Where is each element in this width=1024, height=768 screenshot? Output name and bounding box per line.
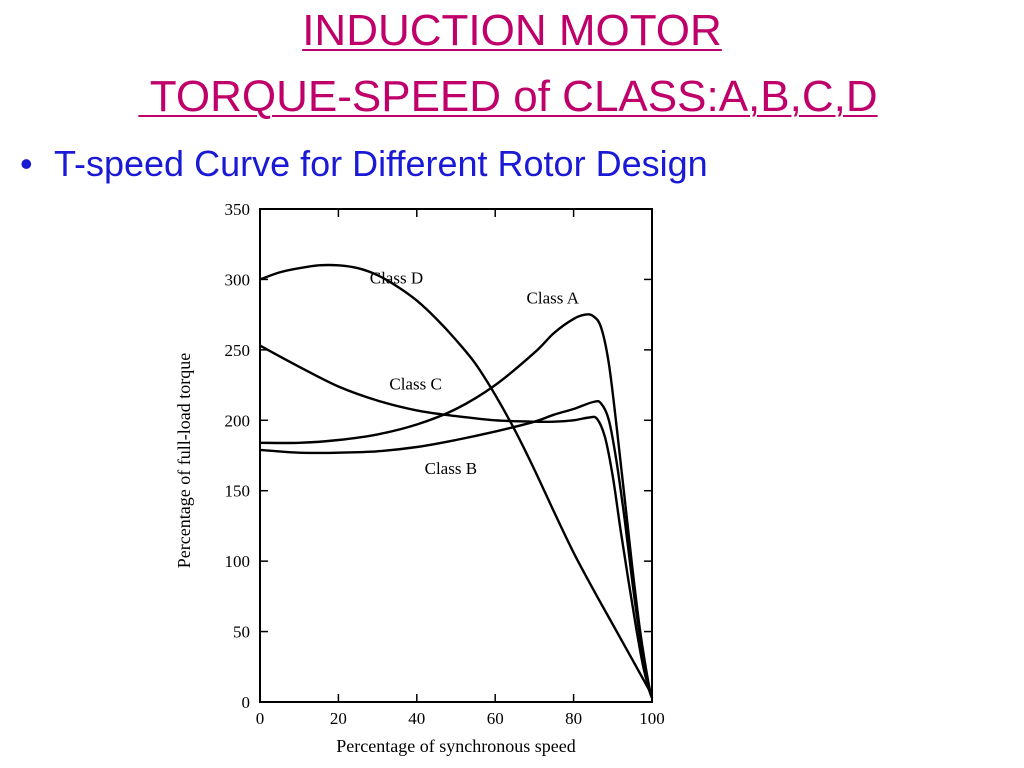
y-axis-label: Percentage of full-load torque (174, 353, 194, 568)
y-tick-label: 200 (225, 411, 251, 430)
y-tick-label: 0 (242, 693, 251, 712)
axis-ticks: 0 50 100 150 200 250 300 350 0 20 40 60 80 100 (225, 200, 665, 728)
y-tick-label: 350 (225, 200, 251, 219)
series-label-class-a: Class A (527, 288, 580, 307)
slide-title-line-1: INDUCTION MOTOR (302, 6, 722, 55)
series-line-class-b (259, 399, 654, 699)
series-label-class-b: Class B (425, 459, 477, 478)
bullet-dot: • (20, 143, 33, 184)
y-tick-label: 250 (225, 341, 251, 360)
series-label-class-c: Class C (389, 374, 441, 393)
x-tick-label: 0 (256, 709, 265, 728)
plot-frame (259, 208, 653, 703)
series-label-class-d: Class D (370, 269, 423, 288)
series-line-class-d (259, 263, 654, 696)
x-axis-label: Percentage of synchronous speed (336, 736, 575, 756)
bullet-item: • T-speed Curve for Different Rotor Desig… (20, 142, 708, 186)
slide-title-line-2: TORQUE-SPEED of CLASS:A,B,C,D (138, 72, 878, 121)
y-tick-label: 150 (225, 482, 251, 501)
y-tick-label: 100 (225, 552, 251, 571)
x-tick-label: 60 (487, 709, 504, 728)
bullet-text: T-speed Curve for Different Rotor Design (54, 143, 708, 184)
series-line-class-c (259, 344, 654, 699)
x-tick-label: 80 (565, 709, 582, 728)
plot-area-border (259, 208, 653, 703)
x-tick-label: 40 (408, 709, 425, 728)
series-layer (259, 263, 654, 699)
y-tick-label: 50 (233, 623, 250, 642)
series-labels: Class D Class A Class C Class B (370, 269, 580, 478)
x-tick-label: 100 (639, 709, 665, 728)
x-tick-label: 20 (330, 709, 347, 728)
series-line-class-a (259, 313, 654, 699)
y-tick-label: 300 (225, 270, 251, 289)
